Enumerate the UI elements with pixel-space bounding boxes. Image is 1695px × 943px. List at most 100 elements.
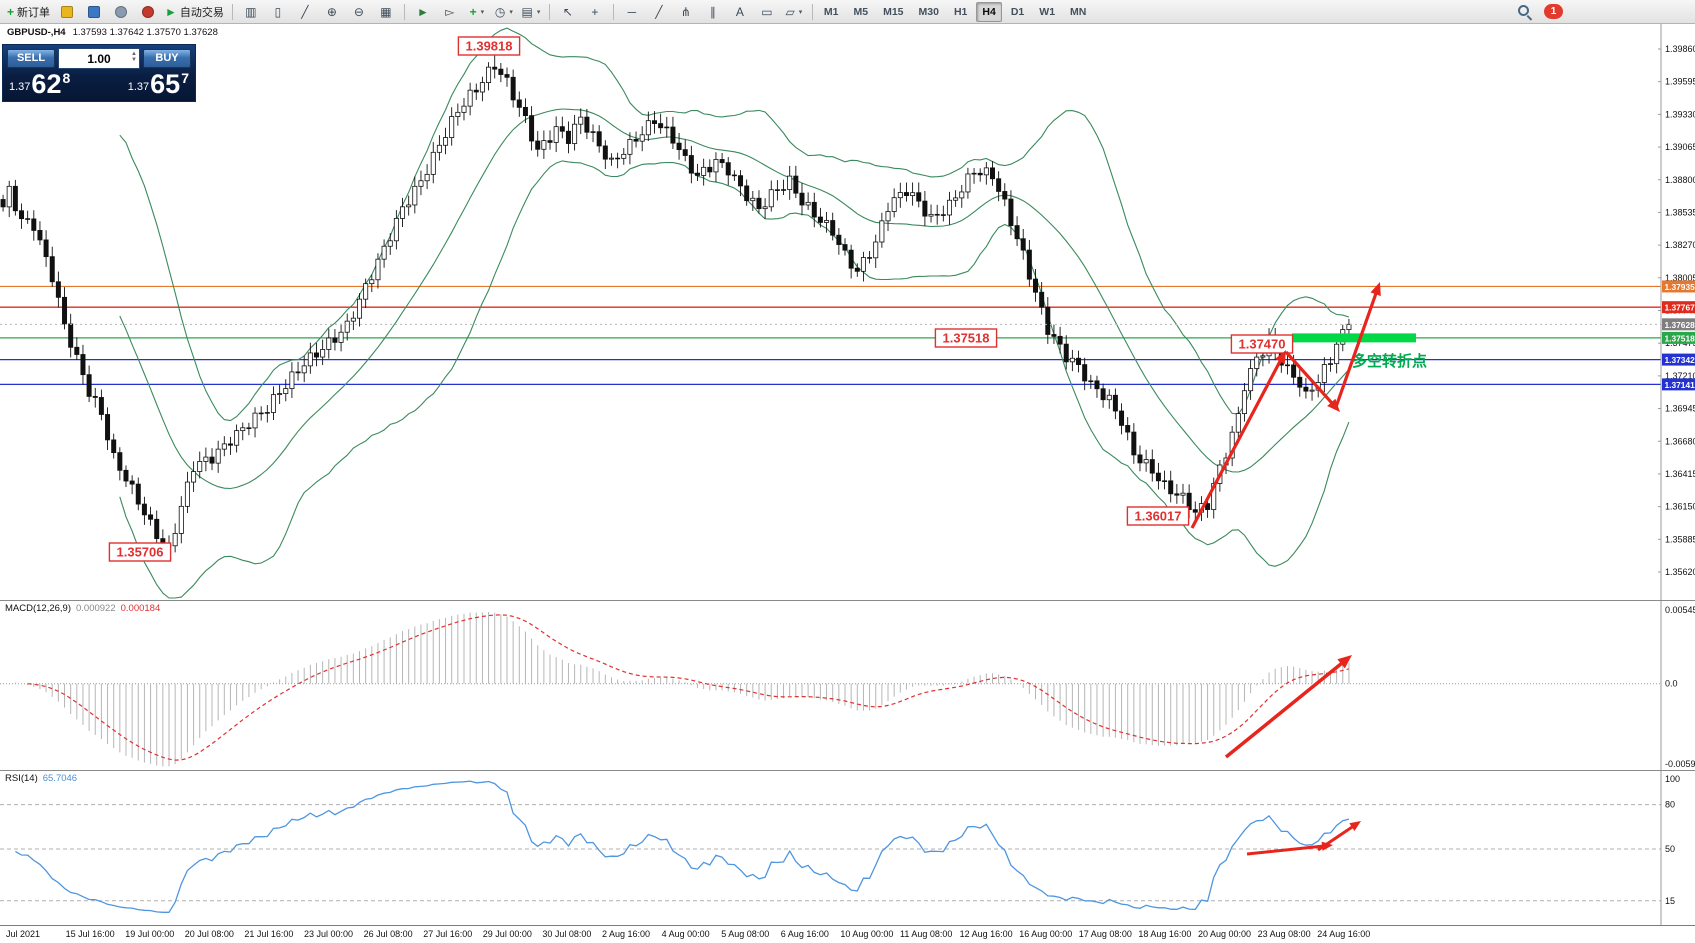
notification-badge[interactable]: 1: [1544, 4, 1563, 19]
signals-icon[interactable]: [81, 2, 107, 22]
text-icon[interactable]: A: [727, 2, 753, 22]
time-axis[interactable]: Jul 2021 15 Jul 16:00 19 Jul 00:00 20 Jul 0…: [0, 925, 1695, 943]
horizontal-line-icon: ─: [627, 4, 637, 19]
trend-arrow[interactable]: [1190, 350, 1286, 529]
pitchfork-icon: ⋔: [680, 4, 691, 19]
support-highlight-bar[interactable]: [1292, 333, 1416, 343]
pitchfork-icon[interactable]: ⋔: [673, 2, 699, 22]
timeframe-h4[interactable]: H4: [976, 1, 1002, 22]
toolbar-divider: [403, 3, 405, 20]
crosshair-icon[interactable]: +: [582, 2, 608, 22]
sell-price-sup: 8: [62, 70, 71, 86]
zoom-in-icon[interactable]: ⊕: [319, 2, 345, 22]
cursor-icon[interactable]: ↖: [555, 2, 581, 22]
news-icon[interactable]: [135, 2, 161, 22]
crosshair-icon: +: [591, 4, 599, 19]
rsi-level-label: 15: [1665, 896, 1675, 906]
bollinger-lower-band: [119, 160, 1350, 599]
macd-axis-max: 0.005455: [1665, 605, 1695, 615]
price-tick-label: 1.39860: [1665, 44, 1695, 54]
macd-label: MACD(12,26,9): [5, 603, 71, 614]
bollinger-upper-band: [119, 27, 1350, 422]
search-icon[interactable]: [1517, 4, 1532, 19]
auto-scroll-icon[interactable]: ►: [410, 2, 436, 22]
bollinger-middle-band: [119, 108, 1350, 490]
rsi-trend-arrow[interactable]: [1317, 821, 1361, 852]
market-icon: [61, 5, 74, 18]
timeframe-m15[interactable]: M15: [883, 5, 904, 18]
macd-signal-value: 0.000184: [120, 603, 161, 614]
spinner-up-icon[interactable]: ▲: [131, 51, 137, 57]
price-annotation-box[interactable]: 1.36017: [1126, 506, 1190, 526]
price-annotation-box[interactable]: 1.39818: [457, 36, 521, 56]
indicators-button[interactable]: + ▾: [469, 4, 485, 19]
macd-panel: 0.005455 0.0 -0.005938 MACD(12,26,9) 0.0009…: [0, 600, 1695, 771]
volume-spinner[interactable]: ▲ ▼: [131, 51, 137, 63]
sell-button[interactable]: SELL: [7, 49, 55, 68]
macd-canvas[interactable]: 0.005455 0.0 -0.005938: [0, 601, 1695, 771]
economic-calendar-icon[interactable]: [108, 2, 134, 22]
trend-arrow[interactable]: [1284, 350, 1340, 412]
bar-chart-icon: ▥: [245, 4, 257, 19]
equidistant-channel-icon: ∥: [709, 4, 716, 19]
price-annotation-box[interactable]: 1.37518: [934, 328, 998, 348]
price-tick-label: 1.37210: [1665, 371, 1695, 381]
tile-windows-icon[interactable]: ▦: [373, 2, 399, 22]
trendline-icon[interactable]: ╱: [646, 2, 672, 22]
timeframe-w1[interactable]: W1: [1039, 5, 1056, 18]
templates-button[interactable]: ▤ ▾: [521, 4, 541, 19]
line-chart-icon[interactable]: ╱: [292, 2, 318, 22]
timeframe-d1[interactable]: D1: [1010, 5, 1025, 18]
toolbar-right-group: 1: [1517, 4, 1563, 19]
price-annotation-box[interactable]: 1.35706: [108, 542, 172, 562]
price-tick-label: 1.35885: [1665, 534, 1695, 544]
zoom-in-icon: ⊕: [326, 4, 337, 19]
price-axis-chip: 1.37342: [1662, 353, 1695, 366]
autotrading-button[interactable]: ► 自动交易: [165, 4, 224, 19]
turning-point-note[interactable]: 多空转折点: [1352, 352, 1427, 370]
trendline-icon: ╱: [655, 4, 663, 19]
time-axis-label: 10 Aug 00:00: [840, 929, 894, 939]
timeframe-mn[interactable]: MN: [1070, 5, 1087, 18]
periods-button[interactable]: ◷ ▾: [494, 4, 513, 19]
price-axis-chip: 1.37628: [1662, 318, 1695, 331]
new-order-button[interactable]: + 新订单: [7, 4, 51, 19]
label-icon[interactable]: ▭: [754, 2, 780, 22]
macd-trend-arrow[interactable]: [1224, 655, 1352, 759]
price-annotation-box[interactable]: 1.37470: [1230, 334, 1294, 354]
sell-price[interactable]: 1.37 62 8: [9, 70, 71, 98]
svg-text:1.37518: 1.37518: [1665, 333, 1695, 343]
auto-scroll-icon: ►: [416, 4, 429, 19]
time-axis-label: 16 Aug 00:00: [1019, 929, 1073, 939]
macd-signal-line: [27, 614, 1350, 761]
equidistant-channel-icon[interactable]: ∥: [700, 2, 726, 22]
bar-chart-icon[interactable]: ▥: [238, 2, 264, 22]
timeframe-h1[interactable]: H1: [953, 5, 968, 18]
volume-field[interactable]: 1.00 ▲ ▼: [58, 48, 140, 69]
market-icon[interactable]: [54, 2, 80, 22]
rsi-canvas[interactable]: 80 50 15 100: [0, 771, 1695, 926]
time-axis-label: 17 Aug 08:00: [1078, 929, 1132, 939]
timeframe-m1[interactable]: M1: [823, 5, 839, 18]
time-axis-label: 27 Jul 16:00: [423, 929, 473, 939]
macd-histogram: [14, 612, 1350, 767]
label-icon: ▭: [761, 4, 773, 19]
price-tick-label: 1.35620: [1665, 567, 1695, 577]
buy-button[interactable]: BUY: [143, 49, 191, 68]
chart-window[interactable]: 1.39860 1.39595 1.39330 1.39065 1.38800 1.385…: [0, 24, 1695, 600]
time-axis-label: Jul 2021: [6, 929, 41, 939]
price-tick-label: 1.38270: [1665, 240, 1695, 250]
candlestick-chart-icon[interactable]: ▯: [265, 2, 291, 22]
timeframe-m5[interactable]: M5: [853, 5, 869, 18]
zoom-out-icon[interactable]: ⊖: [346, 2, 372, 22]
shapes-button[interactable]: ▱ ▾: [785, 4, 803, 19]
trend-arrow[interactable]: [1334, 282, 1381, 408]
chart-shift-icon[interactable]: ▻: [437, 2, 463, 22]
buy-price[interactable]: 1.37 65 7: [128, 70, 189, 98]
macd-main-value: 0.000922: [76, 603, 116, 614]
price-axis-chip: 1.37141: [1662, 378, 1695, 391]
main-chart-canvas[interactable]: 1.39860 1.39595 1.39330 1.39065 1.38800 1.385…: [0, 24, 1695, 600]
spinner-down-icon[interactable]: ▼: [131, 57, 137, 63]
timeframe-m30[interactable]: M30: [918, 5, 939, 18]
horizontal-line-icon[interactable]: ─: [619, 2, 645, 22]
